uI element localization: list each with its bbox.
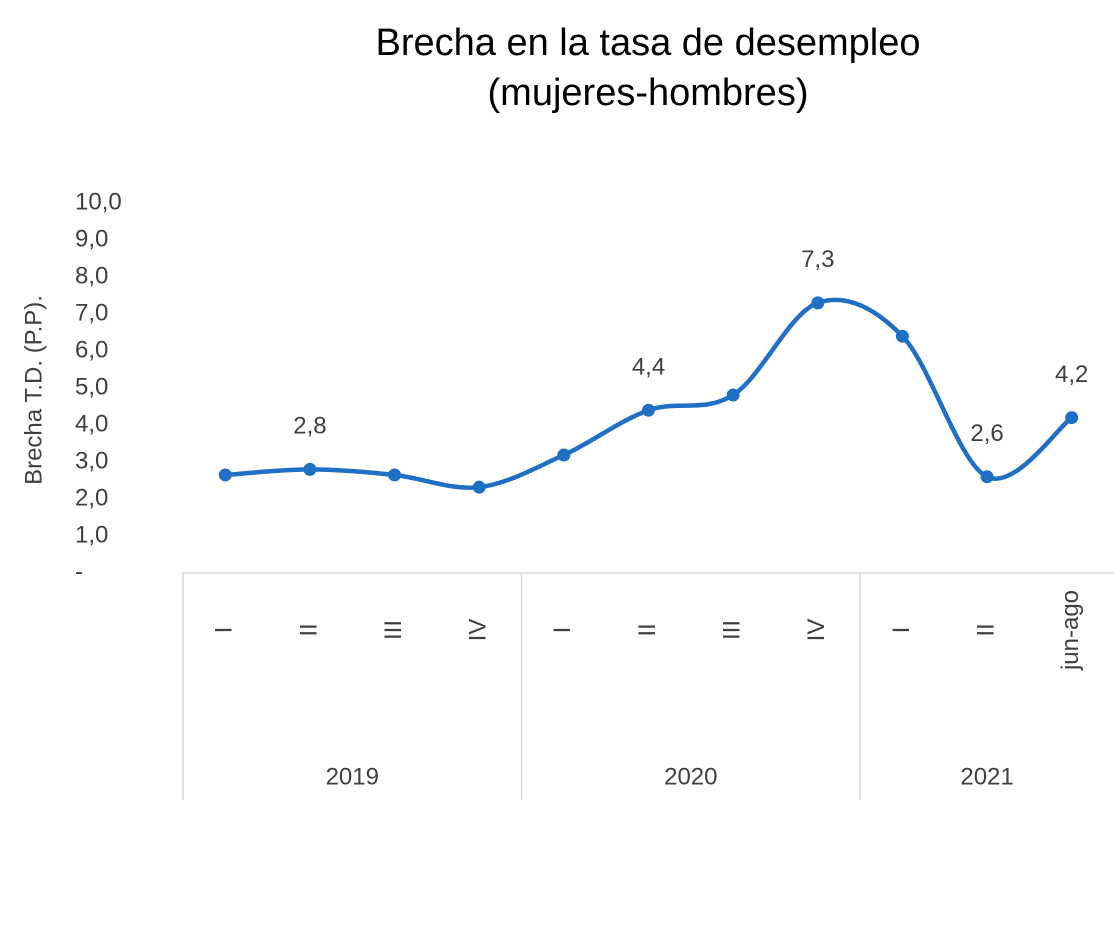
point [980, 470, 994, 484]
point [1065, 411, 1079, 425]
x-tick-label: I [549, 627, 576, 634]
y-tick-label: 1,0 [75, 521, 108, 548]
y-tick-label: - [75, 558, 83, 585]
y-tick-label: 6,0 [75, 336, 108, 363]
point [557, 448, 571, 462]
x-tick-label: III [380, 620, 407, 640]
y-tick-label: 8,0 [75, 262, 108, 289]
point [642, 403, 655, 417]
y-tick-label: 10,0 [75, 188, 122, 215]
point [303, 462, 317, 476]
x-group-label: 2021 [960, 763, 1013, 790]
x-tick-label: II [295, 623, 322, 636]
x-tick-label: II [634, 623, 661, 636]
point [388, 468, 402, 482]
y-tick-label: 2,0 [75, 484, 108, 511]
data-label: 2,6 [970, 420, 1003, 447]
y-axis-title: Brecha T.D. (P.P). [20, 295, 47, 485]
point [811, 296, 825, 310]
y-tick-label: 3,0 [75, 447, 108, 474]
x-tick-label: IV [803, 619, 830, 642]
line [225, 297, 1074, 490]
point [218, 468, 232, 482]
x-tick-label: jun-ago [1057, 590, 1084, 671]
y-tick-label: 5,0 [75, 373, 108, 400]
point [472, 480, 486, 494]
y-tick-label: 7,0 [75, 299, 108, 326]
data-label: 7,3 [801, 246, 834, 273]
x-tick-label: IV [465, 619, 492, 642]
data-label: 4,2 [1055, 361, 1088, 388]
point [895, 329, 909, 343]
x-tick-label: III [718, 620, 745, 640]
chart-title: Brecha en la tasa de desempleo [375, 22, 920, 64]
data-label: 4,4 [632, 354, 665, 381]
x-tick-label: II [972, 623, 999, 636]
chart-subtitle: (mujeres-hombres) [488, 72, 809, 114]
x-group-label: 2019 [326, 763, 379, 790]
x-tick-label: I [211, 627, 238, 634]
x-group-label: 2020 [664, 763, 717, 790]
x-tick-label: I [888, 627, 915, 634]
data-label: 2,8 [293, 413, 326, 440]
point [726, 388, 740, 402]
y-tick-label: 9,0 [75, 225, 108, 252]
y-tick-label: 4,0 [75, 410, 108, 437]
